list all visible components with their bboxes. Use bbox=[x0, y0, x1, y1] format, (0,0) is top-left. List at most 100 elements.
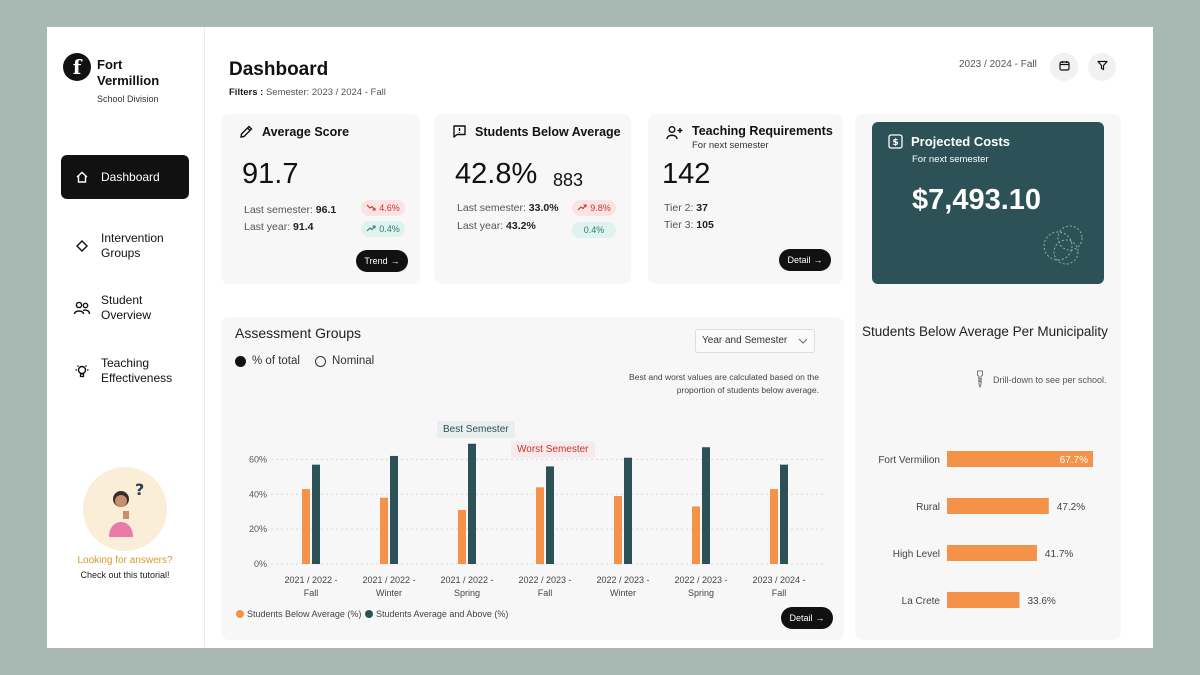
last-semester-value: 33.0% bbox=[528, 202, 559, 214]
last-semester-row: Last semester: 96.1 bbox=[244, 204, 336, 216]
bar-average-and-above bbox=[312, 464, 320, 564]
legend-average-and-above: Students Average and Above (%) bbox=[365, 609, 508, 619]
tier-2-row: Tier 2: 37 bbox=[664, 202, 708, 214]
trend-up-icon bbox=[366, 224, 376, 234]
below-average-count: 883 bbox=[553, 170, 584, 190]
tutorial-illustration: ? bbox=[83, 467, 167, 551]
last-year-value: 91.4 bbox=[293, 221, 314, 233]
legend-swatch-above bbox=[365, 610, 373, 618]
municipality-label: La Crete bbox=[902, 596, 941, 607]
projected-costs-value: $7,493.10 bbox=[912, 184, 1042, 216]
radio-selected-icon bbox=[235, 355, 246, 367]
assessment-groups-panel: Assessment Groups Year and Semester % of… bbox=[221, 317, 844, 640]
projected-costs-card: $ Projected Costs For next semester $7,4… bbox=[872, 122, 1104, 284]
average-score-card: Average Score 91.7 Last semester: 96.1 L… bbox=[221, 114, 420, 284]
tier-2-value: 37 bbox=[696, 202, 708, 214]
municipality-value-label: 41.7% bbox=[1045, 549, 1073, 560]
radio-label: Nominal bbox=[332, 355, 375, 367]
last-semester-label: Last semester: bbox=[244, 204, 313, 216]
teaching-detail-button[interactable]: Detail → bbox=[779, 249, 831, 271]
sidebar-item-label: Dashboard bbox=[101, 169, 160, 184]
button-label: Detail bbox=[789, 613, 813, 623]
tutorial-helper[interactable]: ? Looking for answers? Check out this tu… bbox=[61, 467, 189, 580]
municipality-value-label: 33.6% bbox=[1027, 596, 1055, 607]
trend-button[interactable]: Trend → bbox=[356, 250, 408, 272]
button-label: Trend bbox=[364, 256, 388, 266]
brand-line-2: Vermillion bbox=[97, 73, 160, 88]
note-line: Best and worst values are calculated bas… bbox=[629, 372, 819, 382]
tier-3-value: 105 bbox=[696, 219, 714, 231]
teaching-requirements-card: Teaching Requirements For next semester … bbox=[648, 114, 843, 284]
sidebar: f Fort Vermillion School Division Dashbo… bbox=[47, 27, 205, 648]
best-worst-note: Best and worst values are calculated bas… bbox=[591, 371, 819, 397]
sidebar-item-dashboard[interactable]: Dashboard bbox=[61, 155, 189, 199]
x-tick-label: Fall bbox=[304, 588, 319, 598]
chevron-down-icon bbox=[798, 336, 808, 346]
municipality-bar bbox=[947, 451, 1093, 467]
municipality-bar bbox=[947, 592, 1020, 608]
sidebar-item-student-overview[interactable]: Student Overview bbox=[61, 293, 189, 323]
teaching-requirements-value: 142 bbox=[662, 158, 711, 190]
change-pill: 0.4% bbox=[361, 221, 405, 237]
bar-average-and-above bbox=[390, 455, 398, 564]
radio-label: % of total bbox=[252, 355, 300, 367]
below-average-percent: 42.8% bbox=[455, 158, 538, 190]
y-tick-label: 60% bbox=[249, 454, 267, 464]
worst-semester-badge: Worst Semester bbox=[511, 441, 595, 458]
bar-below-average bbox=[302, 489, 310, 564]
assessment-detail-button[interactable]: Detail → bbox=[781, 607, 833, 629]
radio-percent-of-total[interactable]: % of total bbox=[235, 355, 300, 367]
select-value: Year and Semester bbox=[702, 335, 788, 346]
dollar-icon: $ bbox=[888, 134, 903, 149]
municipality-label: Rural bbox=[916, 502, 940, 513]
calendar-button[interactable] bbox=[1050, 53, 1078, 81]
municipality-bar-chart: Fort Vermilion 67.7% Rural 47.2% High Level 4… bbox=[878, 451, 1093, 608]
selected-semester: 2023 / 2024 - Fall bbox=[959, 59, 1037, 70]
x-tick-label: Winter bbox=[376, 588, 402, 598]
municipality-bar bbox=[947, 545, 1037, 561]
helper-title[interactable]: Looking for answers? bbox=[77, 555, 173, 566]
logo-icon: f bbox=[63, 53, 91, 81]
user-plus-icon bbox=[666, 125, 684, 140]
drilldown-hint: Drill-down to see per school. bbox=[975, 370, 1107, 390]
diamond-icon bbox=[73, 240, 91, 252]
bar-below-average bbox=[380, 497, 388, 564]
y-tick-label: 20% bbox=[249, 524, 267, 534]
last-semester-row: Last semester: 33.0% bbox=[457, 202, 559, 214]
card-title: Students Below Average bbox=[475, 124, 621, 139]
brand-line-1: Fort bbox=[97, 57, 123, 72]
filters-label: Filters : bbox=[229, 87, 264, 98]
x-tick-label: Fall bbox=[538, 588, 553, 598]
pencil-icon bbox=[239, 124, 254, 139]
home-icon bbox=[73, 170, 91, 184]
students-below-average-card: Students Below Average 42.8% 883 Last se… bbox=[434, 114, 631, 284]
tier-3-row: Tier 3: 105 bbox=[664, 219, 714, 231]
filter-icon bbox=[1096, 58, 1108, 76]
year-semester-select[interactable]: Year and Semester bbox=[695, 329, 815, 353]
sidebar-item-label: Student bbox=[101, 293, 143, 307]
card-subtitle: For next semester bbox=[912, 154, 989, 165]
x-tick-label: Spring bbox=[688, 588, 714, 598]
sidebar-item-label: Intervention bbox=[101, 231, 164, 245]
filters-summary: Filters : Semester: 2023 / 2024 - Fall bbox=[229, 87, 386, 98]
bar-below-average bbox=[692, 506, 700, 564]
card-subtitle: For next semester bbox=[692, 140, 769, 151]
legend-swatch-below bbox=[236, 610, 244, 618]
x-tick-label: 2021 / 2022 - bbox=[284, 575, 337, 585]
x-tick-label: 2022 / 2023 - bbox=[674, 575, 727, 585]
last-year-label: Last year: bbox=[457, 220, 504, 232]
bar-average-and-above bbox=[624, 457, 632, 564]
helper-subtitle[interactable]: Check out this tutorial! bbox=[80, 570, 170, 580]
filter-button[interactable] bbox=[1088, 53, 1116, 81]
change-value: 0.4% bbox=[379, 224, 400, 234]
bar-below-average bbox=[770, 489, 778, 564]
best-semester-badge: Best Semester bbox=[437, 421, 515, 438]
sidebar-item-label: Groups bbox=[101, 246, 141, 260]
radio-nominal[interactable]: Nominal bbox=[315, 355, 374, 367]
y-tick-label: 40% bbox=[249, 489, 267, 499]
sidebar-item-intervention-groups[interactable]: Intervention Groups bbox=[61, 231, 189, 261]
sidebar-item-teaching-effectiveness[interactable]: Teaching Effectiveness bbox=[61, 356, 189, 386]
x-tick-label: 2022 / 2023 - bbox=[596, 575, 649, 585]
bar-average-and-above bbox=[468, 443, 476, 564]
last-semester-value: 96.1 bbox=[315, 204, 337, 216]
